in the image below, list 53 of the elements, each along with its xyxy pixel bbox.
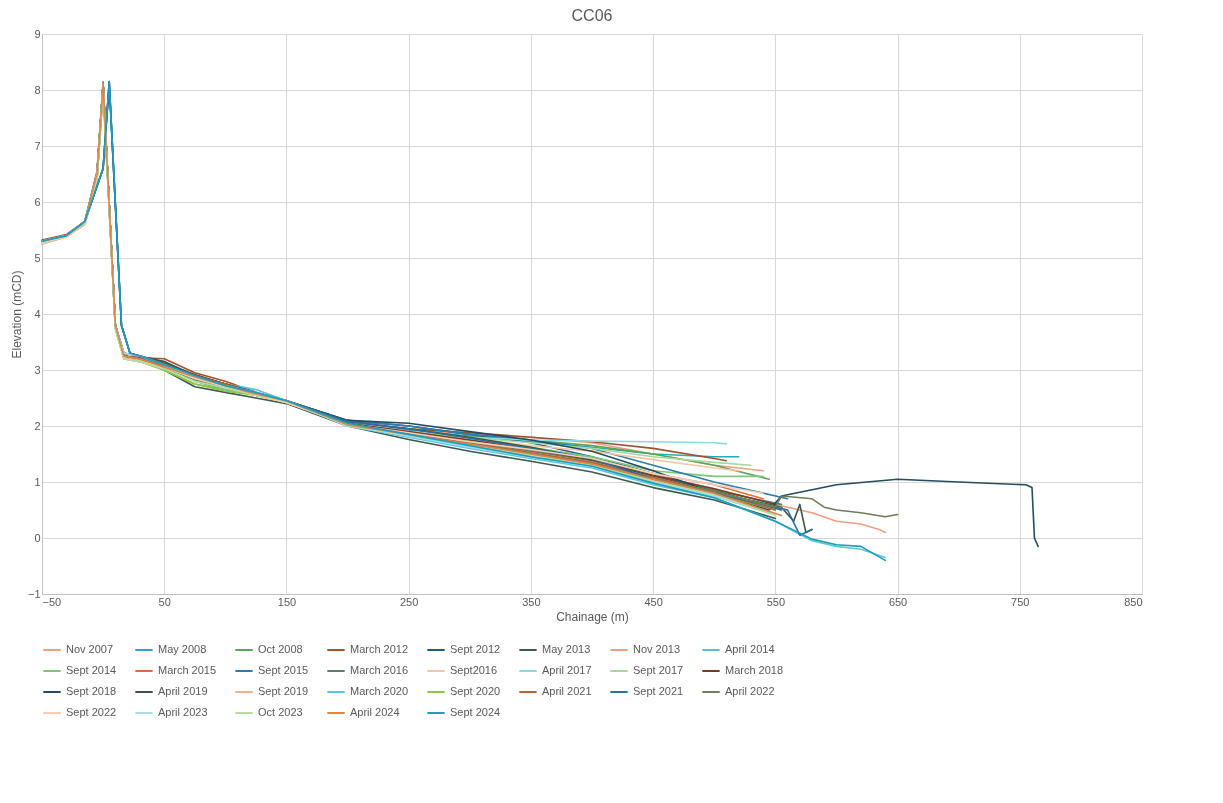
y-tick-label: 6 (34, 195, 41, 208)
legend-label: May 2008 (158, 643, 207, 655)
legend-label: Nov 2013 (633, 643, 681, 655)
legend-label: April 2021 (542, 685, 592, 697)
legend-label: March 2016 (350, 664, 409, 676)
y-tick-label: 3 (34, 363, 41, 376)
y-tick-label: 5 (34, 251, 41, 264)
legend-label: April 2022 (725, 685, 775, 697)
x-tick-label: 50 (158, 595, 171, 608)
x-tick-label: 750 (1011, 595, 1030, 608)
legend-label: May 2013 (542, 643, 591, 655)
legend-label: Sept 2022 (66, 706, 117, 718)
legend-label: Sept 2015 (258, 664, 309, 676)
legend-label: April 2024 (350, 706, 400, 718)
x-tick-label: 350 (522, 595, 541, 608)
x-tick-label: 850 (1124, 595, 1143, 608)
x-tick-label: 550 (766, 595, 786, 608)
legend-label: Sept 2014 (66, 664, 117, 676)
x-tick-label: 450 (644, 595, 663, 608)
y-axis-title: Elevation (mCD) (9, 270, 24, 359)
y-tick-label: 9 (34, 27, 41, 40)
y-tick-label: 7 (34, 139, 41, 152)
chart-title: CC06 (571, 7, 613, 24)
x-tick-label: 650 (888, 595, 908, 608)
legend-label: Oct 2023 (258, 706, 303, 718)
y-tick-label: 4 (34, 307, 41, 320)
y-tick-label: −1 (27, 587, 41, 600)
legend-label: Sept 2024 (450, 706, 501, 718)
legend-label: April 2023 (158, 706, 208, 718)
y-tick-label: 8 (34, 83, 41, 96)
legend-label: April 2014 (725, 643, 775, 655)
legend-label: March 2012 (350, 643, 409, 655)
legend-label: Sept 2017 (633, 664, 684, 676)
x-axis-title: Chainage (m) (556, 609, 629, 624)
legend-label: Sept 2012 (450, 643, 501, 655)
x-tick-label: 150 (277, 595, 297, 608)
legend-label: March 2015 (158, 664, 217, 676)
legend-label: Oct 2008 (258, 643, 303, 655)
y-tick-label: 2 (34, 419, 41, 432)
y-tick-label: 1 (34, 475, 41, 488)
x-tick-label: 250 (399, 595, 419, 608)
legend-label: Sept 2020 (450, 685, 501, 697)
legend-label: April 2017 (542, 664, 592, 676)
legend-label: Sept 2021 (633, 685, 684, 697)
legend-label: April 2019 (158, 685, 208, 697)
legend-label: Sept 2019 (258, 685, 309, 697)
legend-label: Sept2016 (450, 664, 498, 676)
legend-label: Nov 2007 (66, 643, 114, 655)
legend-label: Sept 2018 (66, 685, 117, 697)
legend-label: March 2020 (350, 685, 409, 697)
y-tick-label: 0 (34, 531, 41, 544)
x-tick-label: −50 (42, 595, 62, 608)
legend-label: March 2018 (725, 664, 784, 676)
